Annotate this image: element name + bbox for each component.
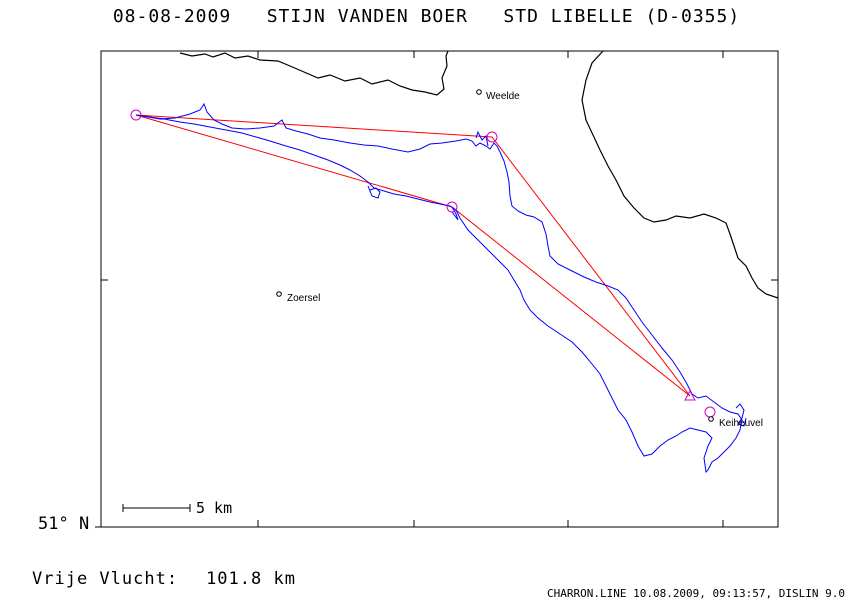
turnpoint-start [130, 109, 142, 121]
distance-value: 101.8 km [206, 569, 296, 589]
border-line-top [179, 50, 449, 96]
flight-track-wiggle-3 [735, 403, 747, 427]
town-label-keiheuvel: Keiheuvel [719, 418, 763, 429]
task-route [135, 114, 691, 397]
latitude-label: 51° N [38, 514, 90, 534]
turnpoint-mid [446, 201, 458, 213]
flight-track-wiggle-1 [367, 185, 381, 199]
flight-track [135, 102, 743, 474]
scale-bar [122, 504, 191, 512]
map-frame [100, 50, 779, 528]
frame-ticks [95, 51, 778, 528]
flight-title: 08-08-2009 STIJN VANDEN BOER STD LIBELLE… [112, 6, 741, 27]
distance-label: Vrije Vlucht: [32, 569, 179, 589]
turnpoint-weelde [486, 131, 498, 143]
turnpoint-keiheuvel [704, 406, 716, 418]
flight-track-wiggle-4 [475, 130, 489, 147]
town-marker-zoersel [276, 291, 282, 297]
border-line-right [581, 50, 779, 299]
town-label-weelde: Weelde [486, 91, 520, 102]
footer-info: CHARRON.LINE 10.08.2009, 09:13:57, DISLI… [546, 587, 845, 600]
finish-triangle [684, 389, 696, 401]
town-marker-keiheuvel [708, 416, 714, 422]
distance-summary: Vrije Vlucht: 101.8 km [32, 569, 296, 589]
town-label-zoersel: Zoersel [287, 293, 320, 304]
scale-label: 5 km [196, 499, 232, 517]
town-marker-weelde [476, 89, 482, 95]
